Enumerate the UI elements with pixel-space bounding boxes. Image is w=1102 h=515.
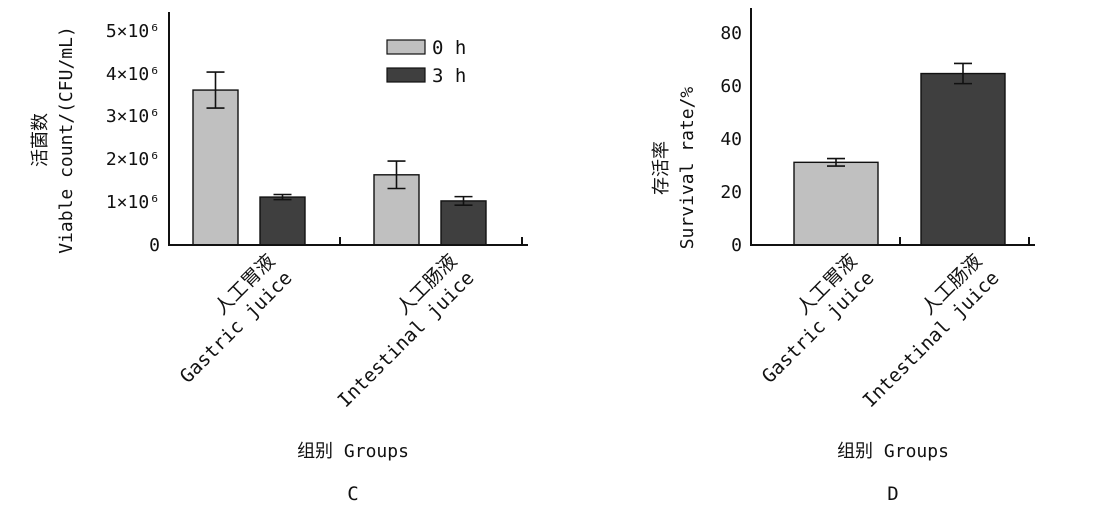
legend-swatch-0h xyxy=(386,39,426,55)
panel-c-category-1: 人工肠液 Intestinal juice xyxy=(334,250,479,412)
panel-d-y-axis-title: 存活率 Survival rate/% xyxy=(651,87,698,250)
panel-c-ylabel-en: Viable count/(CFU/mL) xyxy=(56,26,77,254)
legend-label-0h: 0 h xyxy=(432,37,466,59)
panel-d-ylabel-cn: 存活率 xyxy=(651,141,672,195)
legend-label-3h: 3 h xyxy=(432,65,466,87)
panel-d-ytick-3: 60 xyxy=(720,76,742,97)
panel-d-bar-1 xyxy=(920,72,1006,246)
panel-c-bar-0-1-error-bar xyxy=(273,193,292,201)
panel-d-ytick-2: 40 xyxy=(720,129,742,150)
panel-d-bar-0-error-bar xyxy=(827,157,845,167)
panel-d-label: D xyxy=(887,483,898,505)
panel-d-ylabel-en: Survival rate/% xyxy=(677,87,698,250)
panel-c-ytick-2: 2×10⁶ xyxy=(106,149,160,170)
panel-c-ytick-3: 3×10⁶ xyxy=(106,106,160,127)
panel-c: 活菌数 Viable count/(CFU/mL) 0 1×10⁶ 2×10⁶ … xyxy=(30,12,528,505)
panel-d: 存活率 Survival rate/% 0 20 40 60 80 人工胃液 G… xyxy=(651,8,1035,505)
legend-swatch-3h xyxy=(386,67,426,83)
panel-c-legend: 0 h 3 h xyxy=(386,37,466,87)
panel-d-ytick-1: 20 xyxy=(720,182,742,203)
panel-d-y-ticks: 0 20 40 60 80 xyxy=(720,23,742,256)
panel-d-xlabel: 组别 Groups xyxy=(837,441,949,462)
panel-c-ylabel-cn: 活菌数 xyxy=(30,113,51,167)
panel-d-bar-0 xyxy=(793,161,879,246)
panel-c-bar-1-0-error-bar xyxy=(387,160,406,190)
panel-c-bar-1-1 xyxy=(440,200,487,246)
panel-c-ytick-0: 0 xyxy=(149,235,160,256)
panel-c-y-axis-title: 活菌数 Viable count/(CFU/mL) xyxy=(30,26,77,254)
panel-c-axes xyxy=(168,12,528,246)
panel-d-axes xyxy=(750,8,1035,246)
panel-c-bars xyxy=(192,71,487,246)
panel-c-y-ticks: 0 1×10⁶ 2×10⁶ 3×10⁶ 4×10⁶ 5×10⁶ xyxy=(106,21,160,256)
panel-c-ytick-1: 1×10⁶ xyxy=(106,192,160,213)
panel-d-bars xyxy=(793,62,1006,246)
panel-c-label: C xyxy=(347,483,358,505)
panel-c-ytick-5: 5×10⁶ xyxy=(106,21,160,42)
panel-c-category-0: 人工胃液 Gastric juice xyxy=(176,250,297,388)
panel-c-bar-0-1 xyxy=(259,196,306,246)
panel-d-ytick-4: 80 xyxy=(720,23,742,44)
panel-d-bar-1-error-bar xyxy=(954,62,972,85)
panel-c-xlabel: 组别 Groups xyxy=(297,441,409,462)
panel-c-bar-0-0 xyxy=(192,89,239,246)
panel-d-ytick-0: 0 xyxy=(731,235,742,256)
panel-c-bar-0-0-error-bar xyxy=(206,71,225,109)
panel-c-ytick-4: 4×10⁶ xyxy=(106,64,160,85)
panel-d-category-0: 人工胃液 Gastric juice xyxy=(758,250,879,388)
panel-c-bar-1-1-error-bar xyxy=(454,195,473,206)
